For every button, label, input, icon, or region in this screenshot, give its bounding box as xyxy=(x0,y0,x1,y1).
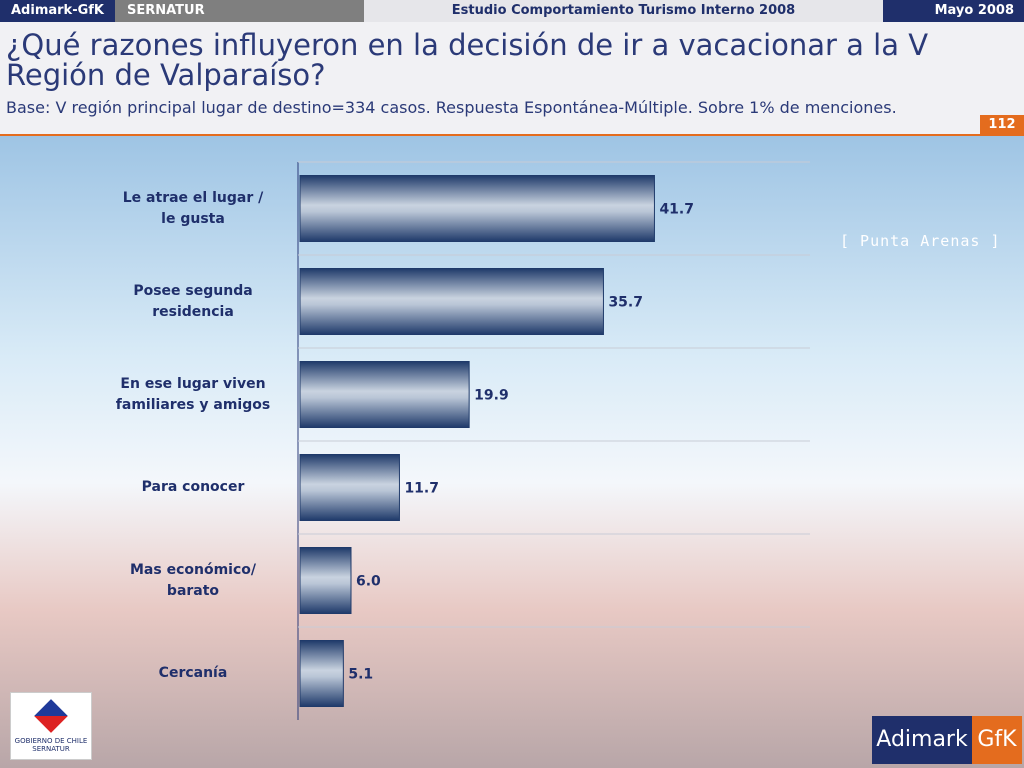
data-label: 11.7 xyxy=(404,481,439,497)
logo-text: GfK xyxy=(972,716,1022,764)
logo-adimark: Adimark GfK xyxy=(872,716,1022,764)
header-client: SERNATUR xyxy=(115,0,364,22)
bar xyxy=(299,454,400,521)
data-label: 35.7 xyxy=(608,295,643,311)
category-label: Cercanía xyxy=(158,665,228,681)
category-label: Le atrae el lugar / le gusta xyxy=(122,189,264,227)
data-label: 41.7 xyxy=(659,202,694,218)
logo-text: GOBIERNO DE CHILE xyxy=(14,737,88,745)
category-label: Mas económico/ barato xyxy=(130,561,256,599)
title-area xyxy=(0,22,1024,136)
category-label: En ese lugar viven familiares y amigos xyxy=(115,375,271,413)
category-label: Para conocer xyxy=(141,479,245,495)
bar xyxy=(299,175,655,242)
header-study: Estudio Comportamiento Turismo Interno 2… xyxy=(364,0,883,22)
category-label: Posee segunda residencia xyxy=(133,282,253,320)
header-date: Mayo 2008 xyxy=(883,0,1024,22)
background-text: [ Punta Arenas ] xyxy=(840,232,1001,250)
chart-subtitle: Base: V región principal lugar de destin… xyxy=(6,98,897,117)
bar xyxy=(299,640,344,707)
logo-text: SERNATUR xyxy=(32,745,70,753)
bar xyxy=(299,268,604,335)
bar xyxy=(299,547,352,614)
bar xyxy=(299,361,470,428)
page-number: 112 xyxy=(980,115,1024,134)
logo-text: Adimark xyxy=(872,716,972,764)
header-left: Adimark-GfK xyxy=(0,0,115,22)
data-label: 6.0 xyxy=(356,574,381,590)
logo-gobierno: GOBIERNO DE CHILE SERNATUR xyxy=(10,692,92,760)
data-label: 19.9 xyxy=(474,388,509,404)
chart-title: ¿Qué razones influyeron en la decisión d… xyxy=(6,28,929,92)
data-label: 5.1 xyxy=(348,667,373,683)
